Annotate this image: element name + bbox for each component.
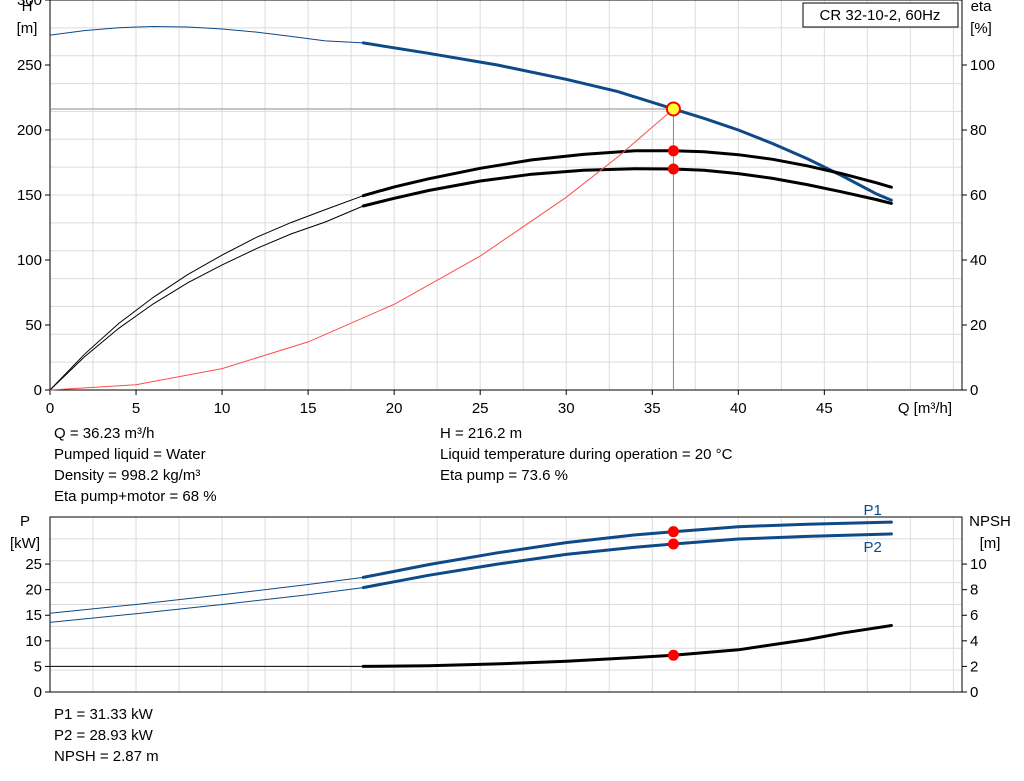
duty-point-marker [665,101,681,117]
y-tick-label-right: 8 [970,582,978,599]
plot-frame [49,516,963,693]
series-2-curve [361,167,893,208]
y-tick-label-left: 0 [34,382,42,399]
info-density: Density = 998.2 kg/m³ [54,467,201,484]
info-p1: P1 = 31.33 kW [54,706,153,723]
operating-point-marker [667,163,679,175]
x-tick-label: 0 [46,400,54,417]
npsh-curve [361,624,893,668]
series-1-curve-extended [49,195,364,391]
info-block-bottom: P1 = 31.33 kW P2 = 28.93 kW NPSH = 2.87 … [54,704,159,767]
y-tick-label-right: 20 [970,317,987,334]
y-tick-label-left: 100 [17,252,42,269]
x-tick-label: 15 [300,400,317,417]
p1-curve-extended [49,576,364,614]
y-tick-label-left: 15 [25,607,42,624]
title-box [802,2,959,28]
series-0-curve [361,41,893,202]
y-tick-label-left: 50 [25,317,42,334]
y-tick-label-right: 10 [970,556,987,573]
y-tick-label-left: 25 [25,556,42,573]
y-axis-unit-right: [%] [970,20,992,37]
y-tick-label-left: 10 [25,633,42,650]
series-label-p2: P2 [863,539,881,556]
series-2-curve-extended [49,205,364,391]
y-axis-unit-left: [kW] [10,535,40,552]
power-npsh-chart: 0 5 10 15 20 25 0 2 4 6 8 10 P [kW] NPSH [m] P1 P2 [10,502,1011,701]
y-tick-label-right: 40 [970,252,987,269]
operating-point-marker [667,145,679,157]
x-tick-label: 10 [214,400,231,417]
y-tick-label-right: 2 [970,658,978,675]
info-block-top-right: H = 216.2 m Liquid temperature during op… [440,423,732,486]
y-axis-label-right: NPSH [969,513,1011,530]
y-tick-label-right: 60 [970,187,987,204]
y-axis-unit-right: [m] [980,535,1001,552]
y-tick-label-left: 5 [34,658,42,675]
operating-point-marker [667,526,679,538]
x-tick-label: 35 [644,400,661,417]
y-tick-label-right: 0 [970,382,978,399]
info-p2: P2 = 28.93 kW [54,727,153,744]
x-tick-label: 20 [386,400,403,417]
y-tick-label-right: 6 [970,607,978,624]
y-tick-label-left: 300 [17,0,42,9]
info-eta-pump-motor: Eta pump+motor = 68 % [54,488,217,505]
x-axis-label: Q [m³/h] [898,400,952,417]
operating-point-marker [667,649,679,661]
y-tick-label-right: 100 [970,57,995,74]
info-pumped-liquid: Pumped liquid = Water [54,446,206,463]
y-tick-label-left: 200 [17,122,42,139]
y-tick-label-left: 250 [17,57,42,74]
y-tick-label-left: 0 [34,684,42,701]
y-tick-label-right: 4 [970,633,978,650]
x-tick-label: 5 [132,400,140,417]
y-axis-label-left: H [22,0,33,15]
info-block-top-left: Q = 36.23 m³/h Pumped liquid = Water Den… [54,423,217,507]
x-tick-label: 45 [816,400,833,417]
p1-curve [361,520,893,579]
operating-point-marker [667,538,679,550]
y-tick-label-right: 0 [970,684,978,701]
info-head: H = 216.2 m [440,425,523,442]
series-3-curve [49,108,674,391]
x-tick-label: 30 [558,400,575,417]
head-efficiency-chart: 050100150200250300020406080100H[m]eta[%]… [17,0,995,417]
y-axis-unit-left: [m] [17,20,38,37]
y-axis-label-left: P [20,513,30,530]
info-npsh: NPSH = 2.87 m [54,748,159,765]
y-axis-label-right: eta [971,0,993,15]
info-liquid-temperature: Liquid temperature during operation = 20… [440,446,733,463]
info-flow: Q = 36.23 m³/h [54,425,155,442]
p2-curve-extended [49,587,364,623]
chart-title: CR 32-10-2, 60Hz [820,7,941,24]
info-eta-pump: Eta pump = 73.6 % [440,467,568,484]
y-tick-label-left: 150 [17,187,42,204]
y-tick-label-right: 80 [970,122,987,139]
x-tick-label: 40 [730,400,747,417]
series-label-p1: P1 [863,502,881,519]
p2-curve [361,532,893,590]
series-0-curve-extended [49,25,364,44]
y-tick-label-left: 20 [25,582,42,599]
x-tick-label: 25 [472,400,489,417]
